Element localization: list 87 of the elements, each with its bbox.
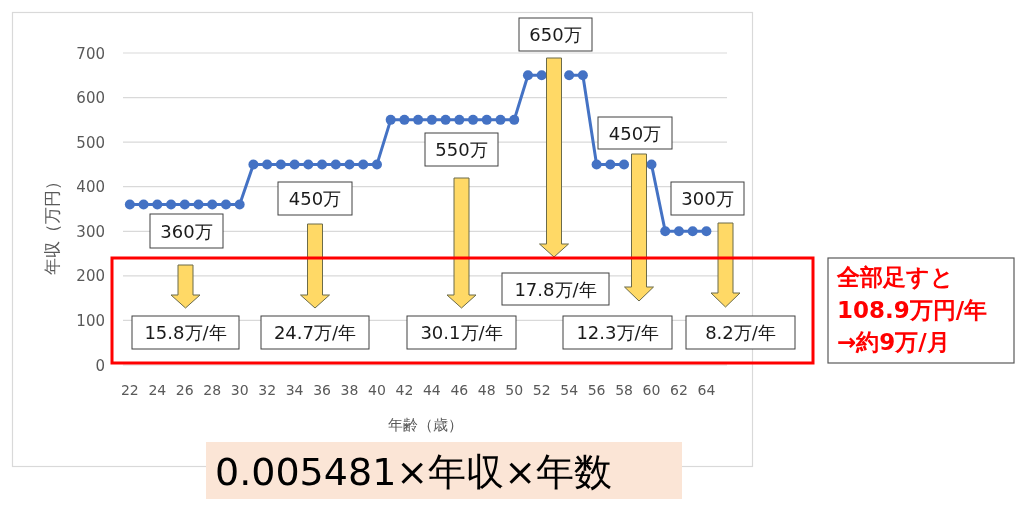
- x-tick-label: 26: [175, 382, 194, 398]
- annotation: 8.2万/年: [705, 322, 776, 343]
- text: 全部足すと 108.9万円/年 →約9万/月: [836, 264, 988, 355]
- point: [577, 70, 588, 81]
- x-tick-label: 22: [120, 382, 139, 398]
- x-tick-label: 24: [148, 382, 167, 398]
- annotation: 450万: [288, 188, 342, 209]
- annotation: 450万: [608, 122, 662, 144]
- point: [317, 159, 328, 170]
- annotation: 12.3万/年: [576, 322, 659, 343]
- point: [289, 159, 300, 170]
- x-tick-label: 34: [285, 382, 304, 398]
- x-tick-label: 56: [587, 382, 606, 398]
- point: [426, 114, 437, 125]
- point: [413, 114, 424, 125]
- y-axis-title: 年収（万円）: [42, 173, 62, 275]
- point: [262, 159, 273, 170]
- y-tick-label: 100: [76, 311, 105, 330]
- x-tick-label: 38: [340, 382, 359, 398]
- text: 0.005481×年収×年数: [215, 450, 612, 494]
- point: [619, 159, 630, 170]
- y-tick-label: 700: [76, 44, 105, 63]
- x-tick-label: 60: [642, 382, 661, 398]
- point: [124, 199, 135, 210]
- point: [509, 114, 520, 125]
- annotation: 550万: [435, 139, 488, 160]
- x-tick-label: 54: [560, 382, 579, 398]
- point: [303, 159, 314, 170]
- x-tick-label: 44: [422, 382, 441, 398]
- x-tick-label: 32: [258, 382, 277, 398]
- point: [152, 199, 163, 210]
- point: [660, 226, 671, 237]
- point: [193, 199, 204, 210]
- x-tick-label: 48: [477, 382, 496, 398]
- point: [220, 199, 231, 210]
- point: [234, 199, 245, 210]
- x-tick-label: 62: [670, 382, 688, 398]
- point: [399, 114, 410, 125]
- annotation: 30.1万/年: [420, 322, 503, 343]
- x-axis-title: 年齢（歳）: [387, 416, 463, 434]
- point: [701, 226, 712, 237]
- point: [564, 70, 575, 81]
- point: [673, 226, 684, 237]
- point: [440, 114, 451, 125]
- text: 650万: [529, 24, 582, 45]
- annotation: 300万: [681, 188, 734, 209]
- x-tick-label: 50: [505, 382, 524, 398]
- y-tick-label: 600: [76, 89, 105, 108]
- point: [179, 199, 190, 210]
- y-tick-label: 500: [76, 133, 105, 152]
- x-tick-label: 30: [230, 382, 249, 398]
- x-tick-label: 46: [450, 382, 469, 398]
- point: [385, 114, 396, 125]
- annotation: 17.8万/年: [514, 278, 597, 300]
- y-tick-label: 300: [76, 222, 105, 241]
- point: [591, 159, 602, 170]
- point: [275, 159, 286, 170]
- point: [138, 199, 149, 210]
- point: [248, 159, 259, 170]
- annotation: 360万: [160, 220, 213, 242]
- y-tick-label: 400: [76, 178, 105, 197]
- point: [358, 159, 369, 170]
- point: [454, 114, 465, 125]
- point: [207, 199, 218, 210]
- point: [495, 114, 506, 125]
- point: [536, 70, 547, 81]
- point: [344, 159, 355, 170]
- x-tick-label: 52: [532, 382, 551, 398]
- annotation: 24.7万/年: [273, 322, 357, 343]
- point: [522, 70, 533, 81]
- point: [687, 226, 698, 237]
- point: [481, 114, 492, 125]
- point: [468, 114, 479, 125]
- x-tick-label: 36: [313, 382, 332, 398]
- point: [371, 159, 382, 170]
- annotation: 15.8万/年: [144, 322, 227, 343]
- point: [605, 159, 616, 170]
- point: [166, 199, 177, 210]
- x-tick-label: 58: [615, 382, 633, 398]
- x-tick-label: 40: [368, 382, 386, 398]
- x-tick-label: 28: [203, 382, 222, 398]
- x-tick-label: 64: [697, 382, 716, 398]
- y-tick-label: 200: [76, 267, 105, 286]
- point: [646, 159, 657, 170]
- point: [330, 159, 341, 170]
- x-tick-label: 42: [395, 382, 414, 398]
- y-tick-label: 0: [95, 356, 105, 375]
